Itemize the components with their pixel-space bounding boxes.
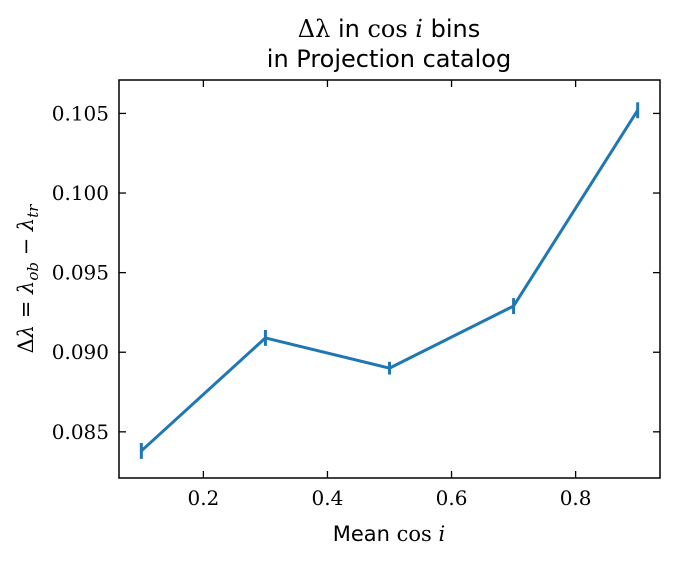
chart-title-line1: Δλ in cos i bins bbox=[298, 15, 480, 43]
xlabel-text: Mean bbox=[333, 522, 397, 546]
title-bins: bins bbox=[423, 15, 480, 43]
series-line bbox=[140, 109, 639, 453]
y-tick-label: 0.085 bbox=[52, 420, 109, 444]
plot-area bbox=[139, 102, 640, 459]
x-tick-label: 0.4 bbox=[312, 486, 344, 510]
y-tick-label: 0.105 bbox=[52, 101, 109, 125]
x-tick-label: 0.8 bbox=[560, 486, 592, 510]
x-axis-label: Mean cos i bbox=[333, 522, 446, 546]
title-delta: Δλ bbox=[298, 15, 331, 43]
xlabel-i: i bbox=[432, 522, 445, 546]
x-tick-label: 0.6 bbox=[436, 486, 468, 510]
y-tick-label: 0.090 bbox=[52, 340, 109, 364]
y-axis-label: Δλ = λob − λtr bbox=[14, 204, 42, 354]
x-tick-label: 0.2 bbox=[187, 486, 219, 510]
title-in: in bbox=[330, 15, 367, 43]
chart-title-line2: in Projection catalog bbox=[267, 45, 511, 73]
title-i: i bbox=[408, 15, 423, 43]
xlabel-cos: cos bbox=[397, 522, 432, 546]
title-cos: cos bbox=[367, 15, 407, 43]
plot-frame bbox=[118, 79, 661, 479]
ticks: 0.2 0.4 0.6 0.8 0.085 0.090 0.095 0.100 0.105 bbox=[52, 80, 660, 510]
y-tick-label: 0.100 bbox=[52, 181, 109, 205]
y-tick-label: 0.095 bbox=[52, 261, 109, 285]
